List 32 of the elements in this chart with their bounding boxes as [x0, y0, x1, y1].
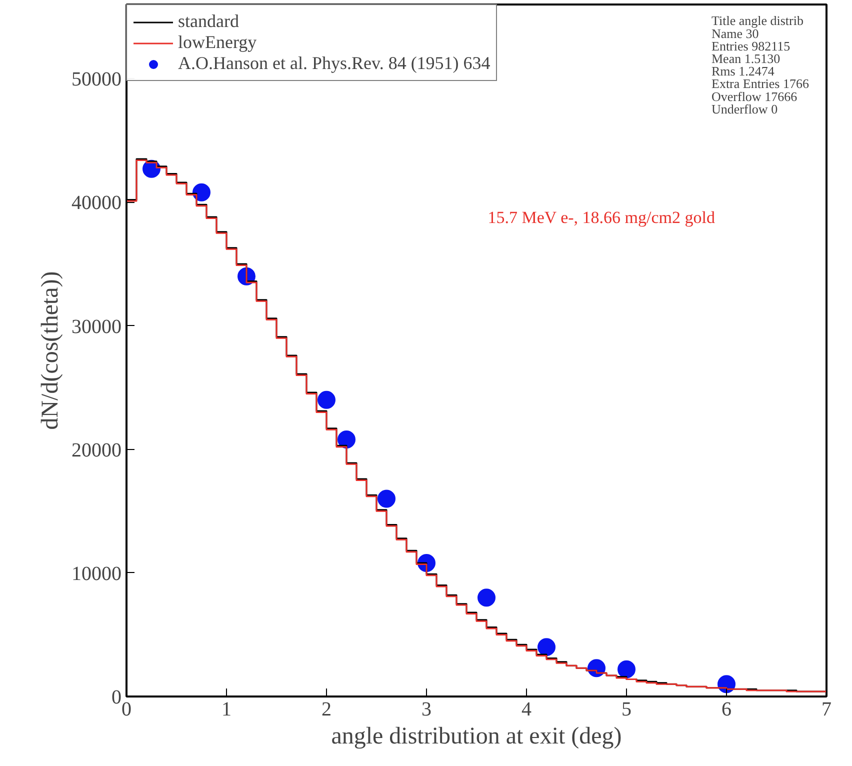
x-tick-label: 5 [622, 698, 632, 720]
x-tick-label: 6 [722, 698, 732, 720]
x-tick-label: 7 [822, 698, 832, 720]
y-tick-label: 30000 [72, 316, 122, 338]
point [192, 183, 210, 202]
point [618, 660, 636, 678]
legend-label: lowEnergy [178, 32, 257, 53]
point [318, 390, 336, 409]
y-tick-label: 10000 [72, 562, 122, 585]
annotation: Underflow 0 [712, 101, 778, 116]
point [378, 490, 396, 508]
annotation: Overflow 17666 [712, 88, 798, 104]
x-tick-label: 4 [522, 698, 532, 720]
annotation: Mean 1.5130 [712, 50, 780, 66]
x-axis-title: angle distribution at exit (deg) [331, 724, 622, 750]
y-tick-label: 40000 [72, 192, 122, 214]
x-tick-label: 2 [322, 698, 332, 720]
point [538, 638, 556, 656]
point [338, 430, 356, 448]
annotation: Rms 1.2474 [712, 64, 775, 79]
annotation: Title angle distrib [712, 13, 804, 28]
point [478, 588, 496, 607]
y-tick-label: 50000 [72, 68, 122, 91]
annotation: 15.7 MeV e-, 18.66 mg/cm2 gold [488, 208, 716, 227]
y-tick-label: 20000 [72, 439, 122, 462]
legend-label: A.O.Hanson et al. Phys.Rev. 84 (1951) 634 [178, 53, 490, 74]
annotation: Entries 982115 [712, 38, 790, 54]
x-tick-label: 3 [422, 698, 432, 720]
legend-label: standard [178, 11, 239, 32]
y-axis-title: dN/d(cos(theta)) [38, 271, 64, 430]
annotation: Extra Entries 1766 [712, 76, 810, 92]
x-tick-label: 1 [222, 698, 232, 720]
